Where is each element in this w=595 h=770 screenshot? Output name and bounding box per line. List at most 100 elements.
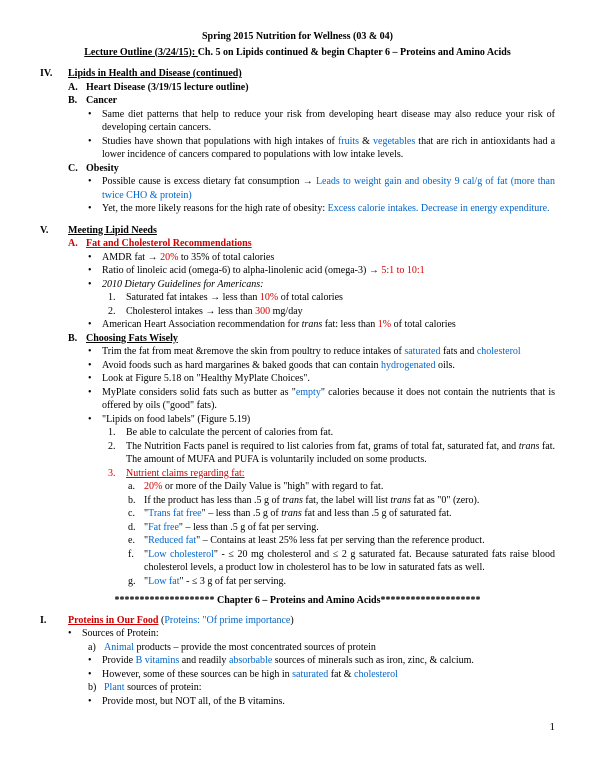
roman-iv: IV. bbox=[40, 67, 68, 81]
v-b-bullet3: • Look at Figure 5.18 on "Healthy MyPlat… bbox=[88, 372, 555, 386]
v-b3-text: Look at Figure 5.18 on "Healthy MyPlate … bbox=[102, 372, 555, 386]
v-b: B. Choosing Fats Wisely bbox=[68, 332, 555, 346]
v-b5-3c-text: "Trans fat free" – less than .5 g of tra… bbox=[144, 507, 555, 521]
number-2: 2. bbox=[108, 305, 126, 319]
bullet-icon: • bbox=[88, 202, 102, 216]
v-b-bullet5: • "Lipids on food labels" (Figure 5.19) bbox=[88, 413, 555, 427]
chapter-divider: ******************** Chapter 6 – Protein… bbox=[40, 594, 555, 608]
iv-c2-text: Yet, the more likely reasons for the hig… bbox=[102, 202, 555, 216]
bullet-icon: • bbox=[88, 251, 102, 265]
section-iv-title: Lipids in Health and Disease (continued) bbox=[68, 67, 555, 81]
bullet-icon: • bbox=[88, 175, 102, 202]
number-3: 3. bbox=[108, 467, 126, 481]
v-b5-3e-text: "Reduced fat" – Contains at least 25% le… bbox=[144, 534, 555, 548]
v-b5-2-text: The Nutrition Facts panel is required to… bbox=[126, 440, 555, 467]
iv-b-bullet2: • Studies have shown that populations wi… bbox=[88, 135, 555, 162]
letter-a: a) bbox=[88, 641, 104, 655]
bullet-icon: • bbox=[88, 695, 102, 709]
v-b5-2: 2. The Nutrition Facts panel is required… bbox=[108, 440, 555, 467]
v-b5-1: 1. Be able to calculate the percent of c… bbox=[108, 426, 555, 440]
letter-b: B. bbox=[68, 332, 86, 346]
iv-c-bullet1: • Possible cause is excess dietary fat c… bbox=[88, 175, 555, 202]
v-b5-3-text: Nutrient claims regarding fat: bbox=[126, 467, 555, 481]
page-title: Spring 2015 Nutrition for Wellness (03 &… bbox=[40, 30, 555, 44]
v-b5-text: "Lipids on food labels" (Figure 5.19) bbox=[102, 413, 555, 427]
v-b5-3c: c. "Trans fat free" – less than .5 g of … bbox=[128, 507, 555, 521]
letter-g: g. bbox=[128, 575, 144, 589]
section-v-title: Meeting Lipid Needs bbox=[68, 224, 555, 238]
v-a1-text: AMDR fat → 20% to 35% of total calories bbox=[102, 251, 555, 265]
iv-a-text: Heart Disease (3/19/15 lecture outline) bbox=[86, 81, 555, 95]
v-b5-3e: e. "Reduced fat" – Contains at least 25%… bbox=[128, 534, 555, 548]
v-b2-text: Avoid foods such as hard margarines & ba… bbox=[102, 359, 555, 373]
v-a-bullet1: • AMDR fat → 20% to 35% of total calorie… bbox=[88, 251, 555, 265]
iv-b1-text: Same diet patterns that help to reduce y… bbox=[102, 108, 555, 135]
letter-b: B. bbox=[68, 94, 86, 108]
section-i: I. Proteins in Our Food (Proteins: "Of p… bbox=[40, 614, 555, 628]
bullet-icon: • bbox=[88, 108, 102, 135]
section-i-title: Proteins in Our Food (Proteins: "Of prim… bbox=[68, 614, 555, 628]
i-sources: • Sources of Protein: bbox=[68, 627, 555, 641]
v-b-text: Choosing Fats Wisely bbox=[86, 332, 555, 346]
v-a3-2: 2. Cholesterol intakes → less than 300 m… bbox=[108, 305, 555, 319]
iv-c-bullet2: • Yet, the more likely reasons for the h… bbox=[88, 202, 555, 216]
v-b5-3d: d. "Fat free" – less than .5 g of fat pe… bbox=[128, 521, 555, 535]
i-b1-text: Plant sources of protein: bbox=[104, 681, 555, 695]
v-b5-3g: g. "Low fat" - ≤ 3 g of fat per serving. bbox=[128, 575, 555, 589]
v-a2-text: Ratio of linoleic acid (omega-6) to alph… bbox=[102, 264, 555, 278]
v-a-bullet4: • American Heart Association recommendat… bbox=[88, 318, 555, 332]
bullet-icon: • bbox=[88, 386, 102, 413]
v-b5-3b: b. If the product has less than .5 g of … bbox=[128, 494, 555, 508]
letter-d: d. bbox=[128, 521, 144, 535]
v-a-bullet2: • Ratio of linoleic acid (omega-6) to al… bbox=[88, 264, 555, 278]
letter-c: c. bbox=[128, 507, 144, 521]
letter-a: a. bbox=[128, 480, 144, 494]
i-a-bullet2: • Provide B vitamins and readily absorba… bbox=[88, 654, 555, 668]
bullet-icon: • bbox=[88, 135, 102, 162]
letter-b: b) bbox=[88, 681, 104, 695]
v-b4-text: MyPlate considers solid fats such as but… bbox=[102, 386, 555, 413]
page-subtitle: Lecture Outline (3/24/15): Ch. 5 on Lipi… bbox=[40, 46, 555, 60]
iv-c: C. Obesity bbox=[68, 162, 555, 176]
bullet-icon: • bbox=[88, 345, 102, 359]
number-1: 1. bbox=[108, 426, 126, 440]
v-a3-1-text: Saturated fat intakes → less than 10% of… bbox=[126, 291, 555, 305]
v-a3-2-text: Cholesterol intakes → less than 300 mg/d… bbox=[126, 305, 555, 319]
i-a: a) Animal products – provide the most co… bbox=[88, 641, 555, 655]
i-a1-text: Animal products – provide the most conce… bbox=[104, 641, 555, 655]
number-2: 2. bbox=[108, 440, 126, 467]
letter-a: A. bbox=[68, 237, 86, 251]
v-b5-3f: f. "Low cholesterol" - ≤ 20 mg cholester… bbox=[128, 548, 555, 575]
subtitle-main: Ch. 5 on Lipids continued & begin Chapte… bbox=[198, 47, 511, 58]
letter-f: f. bbox=[128, 548, 144, 575]
v-b1-text: Trim the fat from meat &remove the skin … bbox=[102, 345, 555, 359]
bullet-icon: • bbox=[88, 264, 102, 278]
letter-c: C. bbox=[68, 162, 86, 176]
iv-a: A. Heart Disease (3/19/15 lecture outlin… bbox=[68, 81, 555, 95]
v-b-bullet4: • MyPlate considers solid fats such as b… bbox=[88, 386, 555, 413]
v-b5-3d-text: "Fat free" – less than .5 g of fat per s… bbox=[144, 521, 555, 535]
i-a2-text: Provide B vitamins and readily absorbabl… bbox=[102, 654, 555, 668]
roman-v: V. bbox=[40, 224, 68, 238]
bullet-icon: • bbox=[88, 668, 102, 682]
iv-b-bullet1: • Same diet patterns that help to reduce… bbox=[88, 108, 555, 135]
v-b5-3a: a. 20% or more of the Daily Value is "hi… bbox=[128, 480, 555, 494]
page-number: 1 bbox=[40, 720, 555, 735]
bullet-icon: • bbox=[88, 413, 102, 427]
letter-a: A. bbox=[68, 81, 86, 95]
iv-c1-text: Possible cause is excess dietary fat con… bbox=[102, 175, 555, 202]
bullet-icon: • bbox=[88, 318, 102, 332]
bullet-icon: • bbox=[88, 359, 102, 373]
i-b2-text: Provide most, but NOT all, of the B vita… bbox=[102, 695, 555, 709]
i-a3-text: However, some of these sources can be hi… bbox=[102, 668, 555, 682]
v-a3-text: 2010 Dietary Guidelines for Americans: bbox=[102, 278, 555, 292]
iv-b-text: Cancer bbox=[86, 94, 555, 108]
iv-c-text: Obesity bbox=[86, 162, 555, 176]
bullet-icon: • bbox=[88, 372, 102, 386]
i-a-bullet3: • However, some of these sources can be … bbox=[88, 668, 555, 682]
iv-b: B. Cancer bbox=[68, 94, 555, 108]
bullet-icon: • bbox=[88, 654, 102, 668]
section-iv: IV. Lipids in Health and Disease (contin… bbox=[40, 67, 555, 81]
letter-e: e. bbox=[128, 534, 144, 548]
v-b-bullet1: • Trim the fat from meat &remove the ski… bbox=[88, 345, 555, 359]
